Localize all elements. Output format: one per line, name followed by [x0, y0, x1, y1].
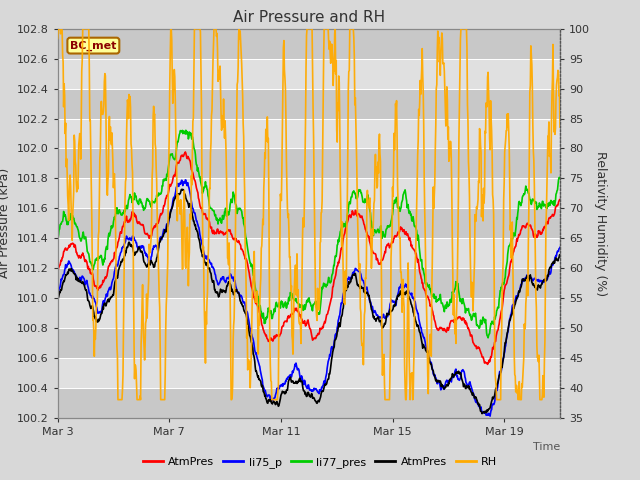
Y-axis label: Relativity Humidity (%): Relativity Humidity (%)	[594, 151, 607, 296]
Bar	[58, 358, 560, 388]
Bar	[58, 119, 560, 148]
Bar	[58, 89, 560, 119]
Text: BC_met: BC_met	[70, 40, 116, 51]
X-axis label: Time: Time	[532, 442, 560, 452]
Bar	[58, 148, 560, 179]
Bar	[58, 328, 560, 358]
Bar	[58, 268, 560, 298]
Bar	[58, 29, 560, 59]
Bar	[58, 298, 560, 328]
Title: Air Pressure and RH: Air Pressure and RH	[233, 10, 385, 25]
Bar	[58, 388, 560, 418]
Legend: AtmPres, li75_p, li77_pres, AtmPres, RH: AtmPres, li75_p, li77_pres, AtmPres, RH	[138, 452, 502, 472]
Bar	[58, 238, 560, 268]
Bar	[58, 179, 560, 208]
Y-axis label: Air Pressure (kPa): Air Pressure (kPa)	[0, 168, 11, 278]
Bar	[58, 208, 560, 238]
Bar	[58, 59, 560, 89]
